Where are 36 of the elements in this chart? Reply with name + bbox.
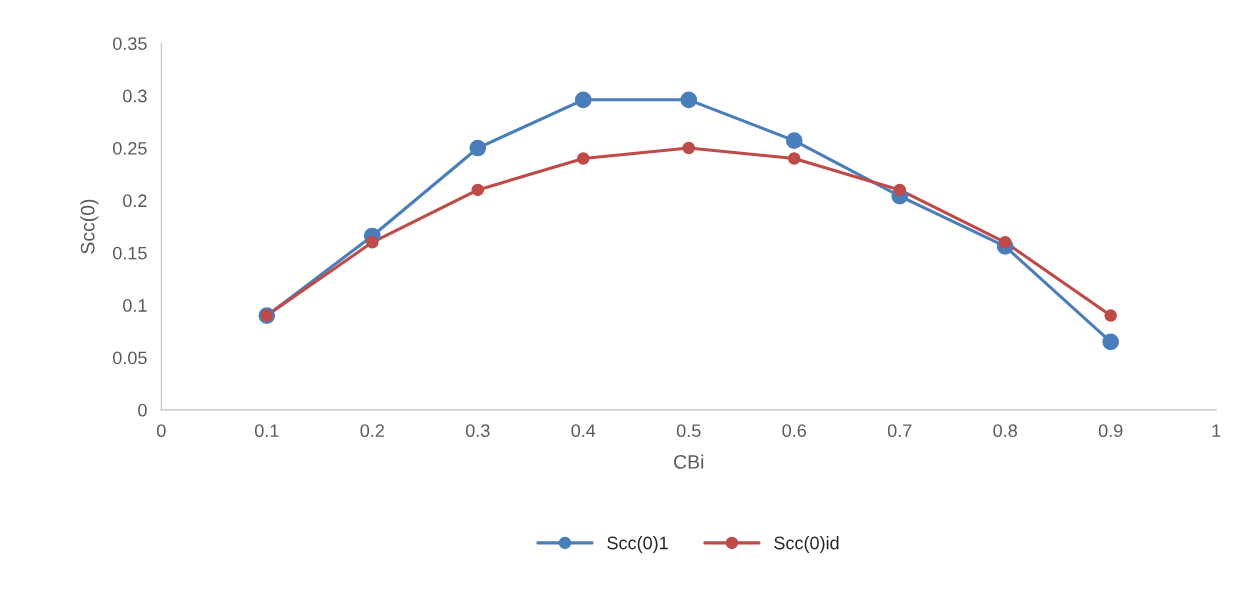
x-axis-title: CBi [674,454,704,469]
point [577,152,590,165]
point [998,236,1012,249]
point [893,183,906,197]
x-tick-label: 0.7 [887,424,912,438]
x-tick-label: 0.9 [1098,424,1123,438]
y-tick-label: 0.2 [123,194,147,208]
y-tick-label: 0 [138,403,147,417]
point [787,152,801,165]
x-tick-label: 0.8 [993,424,1017,438]
y-tick-label: 0.25 [113,141,147,155]
y-axis-title: Scc(0) [80,199,99,254]
y-tick-label: 0.1 [123,299,147,312]
x-tick-label: 0.2 [360,424,384,438]
y-tick-label: 0.05 [113,351,147,365]
point [785,132,803,150]
legend-label: Scc(0)id [774,536,839,553]
x-tick-label: 0.5 [676,424,701,438]
y-tick-label: 0.15 [113,246,147,260]
y-tick-label: 0.3 [123,89,147,103]
x-tick-label: 0.1 [254,424,279,438]
x-tick-label: 0.3 [465,424,490,438]
y-tick-label: 0.35 [113,37,147,50]
point [366,236,379,249]
legend-label: Scc(0)1 [607,536,668,553]
point [682,141,696,155]
point [1104,309,1117,322]
point [1102,333,1120,351]
point [574,91,592,109]
point [471,183,485,197]
point [680,91,698,109]
point [469,139,487,157]
x-tick-label: 0.6 [782,424,806,438]
x-tick-label: 0.4 [571,424,596,438]
x-tick-label: 1 [1212,424,1221,437]
x-tick-label: 0 [157,424,166,438]
